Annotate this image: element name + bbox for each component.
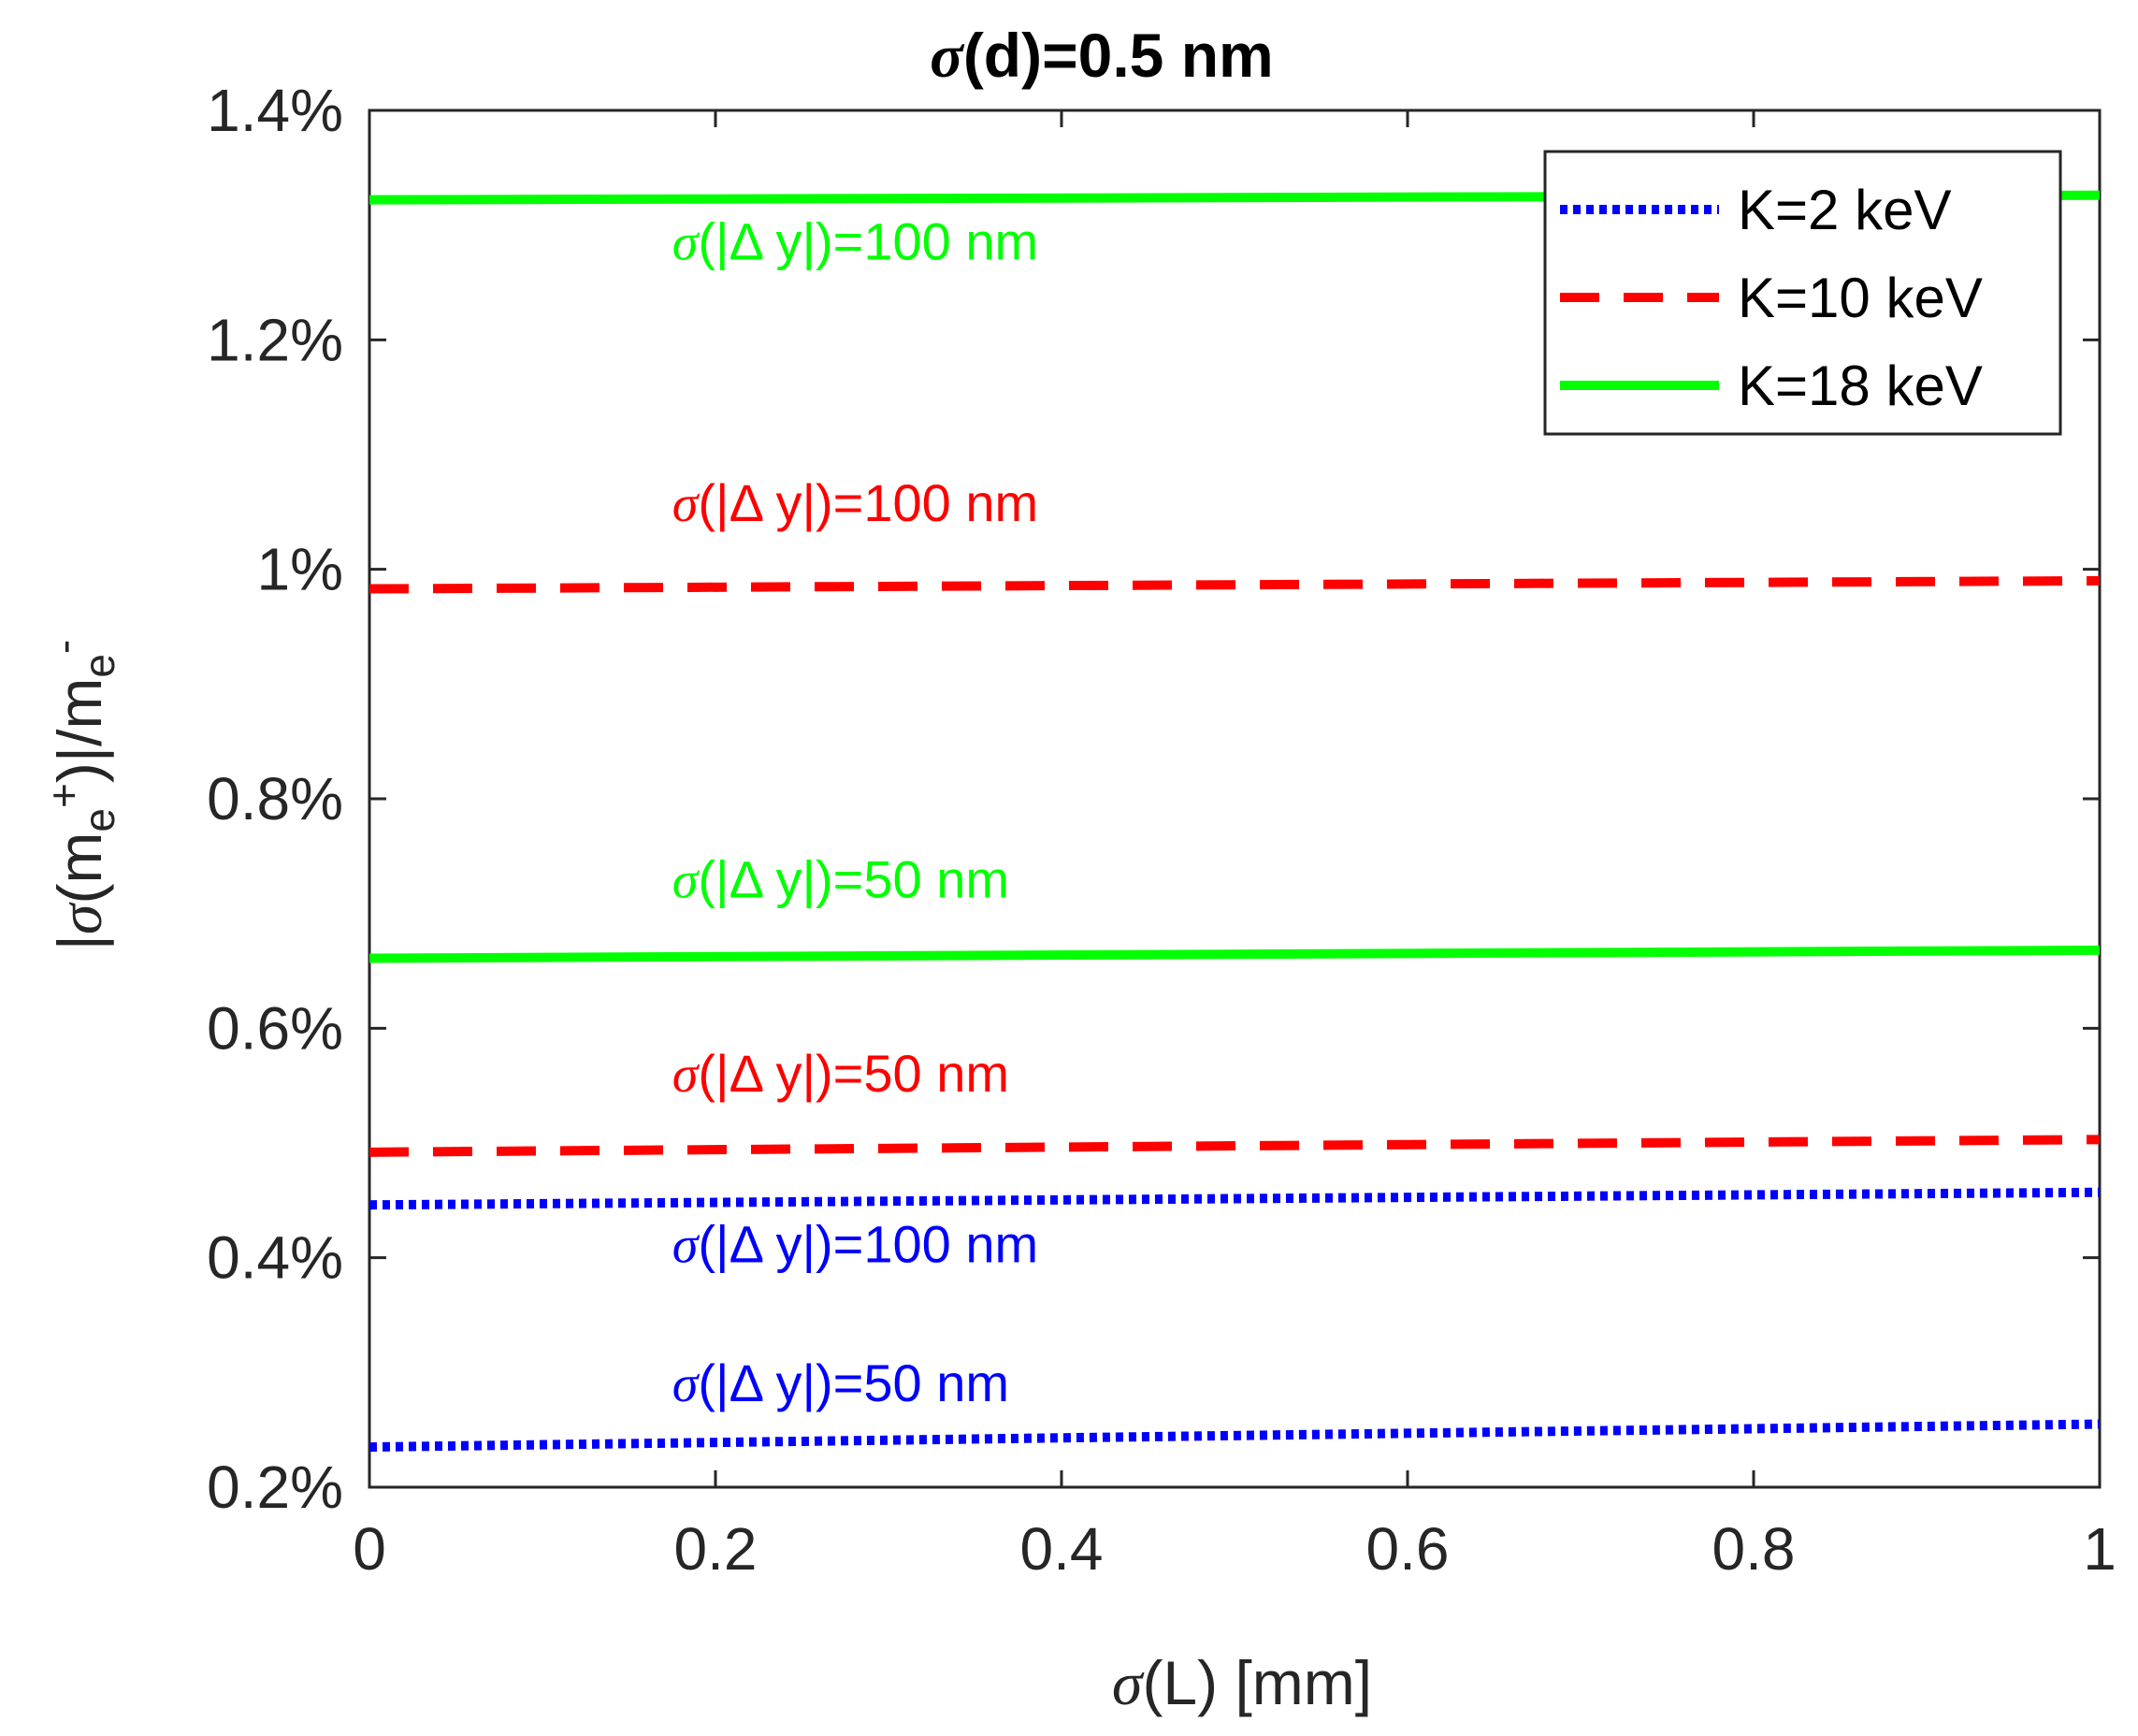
legend-entries: K=2 keV K=10 keV K=18 keV [1560, 179, 1983, 417]
x-axis-label: σ(L) [mm] [1112, 1648, 1372, 1718]
series-annotation: σ(|Δ y|)=50 nm [672, 849, 1009, 909]
y-axis-ticks: 0.2% 0.4% 0.6% 0.8% 1% 1.2% 1.4% [207, 77, 2100, 1521]
x-axis-ticks: 0 0.2 0.4 0.6 0.8 1 [353, 110, 2116, 1583]
series-line [368, 1135, 2101, 1157]
y-axis-label: |σ(me+)|/me- [39, 640, 123, 951]
x-tick-label: 1 [2083, 1515, 2116, 1583]
annotation-layer: σ(|Δ y|)=100 nm σ(|Δ y|)=100 nm σ(|Δ y|)=5… [672, 211, 1038, 1413]
series-line [368, 1187, 2101, 1210]
x-tick-label: 0.2 [674, 1515, 758, 1583]
legend-label: K=10 keV [1738, 267, 1983, 329]
series-line [368, 945, 2101, 963]
series-annotation: σ(|Δ y|)=100 nm [672, 211, 1038, 271]
y-tick-label: 0.6% [207, 994, 343, 1062]
x-tick-label: 0.6 [1366, 1515, 1450, 1583]
series-annotation: σ(|Δ y|)=100 nm [672, 473, 1038, 533]
x-tick-label: 0.4 [1020, 1515, 1104, 1583]
series-line [368, 575, 2101, 594]
series-line [368, 1419, 2101, 1453]
series-annotation: σ(|Δ y|)=50 nm [672, 1353, 1009, 1413]
legend-label: K=18 keV [1738, 354, 1983, 417]
series-annotation: σ(|Δ y|)=50 nm [672, 1044, 1009, 1104]
x-tick-label: 0 [353, 1515, 386, 1583]
chart-title: σ(d)=0.5 nm [930, 21, 1273, 91]
series-layer [368, 190, 2101, 1453]
legend: K=2 keV K=10 keV K=18 keV [1543, 150, 2062, 436]
legend-label: K=2 keV [1738, 179, 1952, 241]
series-annotation: σ(|Δ y|)=100 nm [672, 1215, 1038, 1275]
x-tick-label: 0.8 [1712, 1515, 1796, 1583]
y-tick-label: 0.8% [207, 765, 343, 832]
y-tick-label: 1% [257, 536, 344, 603]
y-tick-label: 0.4% [207, 1224, 343, 1292]
y-tick-label: 1.2% [207, 306, 343, 373]
y-tick-label: 1.4% [207, 77, 343, 144]
y-tick-label: 0.2% [207, 1454, 343, 1521]
